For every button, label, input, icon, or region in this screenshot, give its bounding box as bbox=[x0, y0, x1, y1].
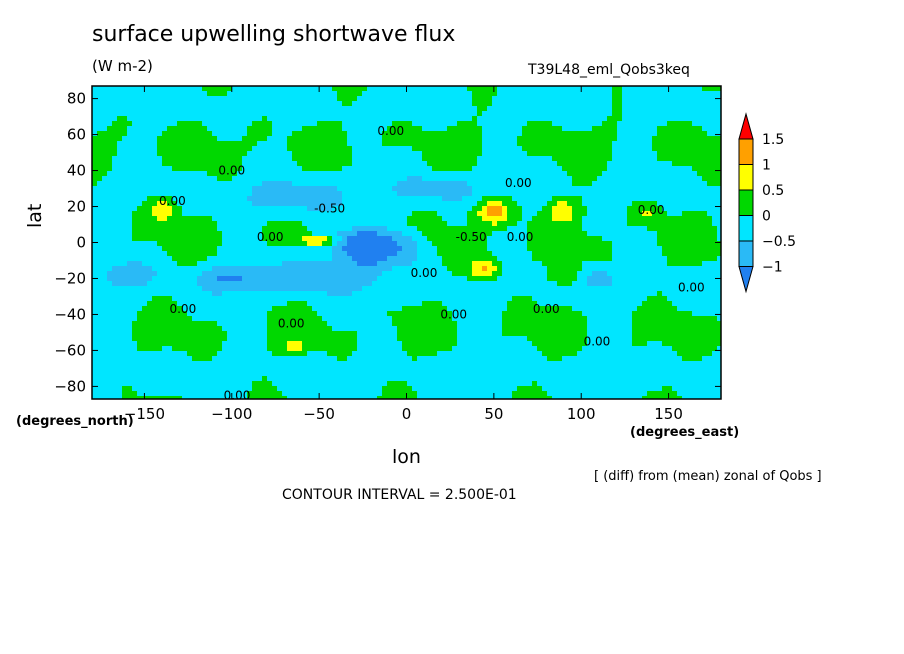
contour-label: 0.00 bbox=[638, 203, 665, 217]
colorbar-label: −0.5 bbox=[762, 234, 796, 250]
colorbar-label: 0 bbox=[762, 209, 771, 225]
contour-label: 0.00 bbox=[159, 194, 186, 208]
contour-interval: CONTOUR INTERVAL = 2.500E-01 bbox=[282, 487, 517, 503]
colorbar-segment bbox=[738, 164, 754, 191]
y-tick-label: −60 bbox=[54, 341, 86, 359]
colorbar-label: 0.5 bbox=[762, 183, 784, 199]
contour-label: 0.00 bbox=[533, 302, 560, 316]
chart-units: (W m-2) bbox=[92, 57, 153, 75]
contour-label: 0.00 bbox=[218, 164, 245, 178]
colorbar-segment bbox=[738, 215, 754, 242]
contour-label: 0.00 bbox=[584, 334, 611, 348]
x-tick-label: −100 bbox=[211, 405, 252, 423]
x-tick-label: 150 bbox=[654, 405, 683, 423]
colorbar-bottom-arrow bbox=[738, 266, 754, 294]
contour-label: 0.00 bbox=[278, 316, 305, 330]
x-tick-label: −50 bbox=[303, 405, 335, 423]
contour-label: -0.50 bbox=[456, 230, 487, 244]
x-tick-label: −150 bbox=[124, 405, 165, 423]
x-tick-label: 0 bbox=[402, 405, 412, 423]
contour-label: 0.00 bbox=[169, 302, 196, 316]
y-tick-label: 80 bbox=[67, 90, 86, 108]
run-label: T39L48_eml_Qobs3keq bbox=[528, 62, 690, 78]
contour-label: -0.50 bbox=[314, 201, 345, 215]
heatmap-cells bbox=[92, 86, 721, 399]
contour-label: 0.00 bbox=[411, 266, 438, 280]
y-tick-label: −40 bbox=[54, 305, 86, 323]
colorbar-label: 1 bbox=[762, 158, 771, 174]
y-tick-label: −20 bbox=[54, 269, 86, 287]
contour-label: 0.00 bbox=[507, 230, 534, 244]
colorbar-label: −1 bbox=[762, 260, 783, 276]
y-axis-label: lat bbox=[24, 203, 46, 228]
y-tick-label: 40 bbox=[67, 162, 86, 180]
contour-label: 0.00 bbox=[377, 124, 404, 138]
chart-title: surface upwelling shortwave flux bbox=[92, 22, 456, 47]
y-tick-label: 60 bbox=[67, 126, 86, 144]
colorbar-segment bbox=[738, 189, 754, 216]
x-tick-label: 50 bbox=[484, 405, 503, 423]
y-tick-label: 0 bbox=[76, 234, 86, 252]
contour-label: 0.00 bbox=[257, 230, 284, 244]
y-tick-label: 20 bbox=[67, 198, 86, 216]
colorbar-segment bbox=[738, 138, 754, 165]
y-axis-units: (degrees_north) bbox=[16, 414, 134, 429]
x-axis-units: (degrees_east) bbox=[630, 425, 740, 440]
colorbar-segment bbox=[738, 240, 754, 267]
diff-note: [ (diff) from (mean) zonal of Qobs ] bbox=[594, 469, 822, 484]
contour-label: 0.00 bbox=[505, 176, 532, 190]
colorbar-top-arrow bbox=[738, 112, 754, 140]
contour-label: 0.00 bbox=[440, 307, 467, 321]
y-tick-label: −80 bbox=[54, 377, 86, 395]
colorbar-label: 1.5 bbox=[762, 132, 784, 148]
contour-label: 0.00 bbox=[678, 280, 705, 294]
x-axis-label: lon bbox=[392, 446, 421, 468]
x-tick-label: 100 bbox=[567, 405, 596, 423]
contour-label: 0.00 bbox=[224, 388, 251, 402]
